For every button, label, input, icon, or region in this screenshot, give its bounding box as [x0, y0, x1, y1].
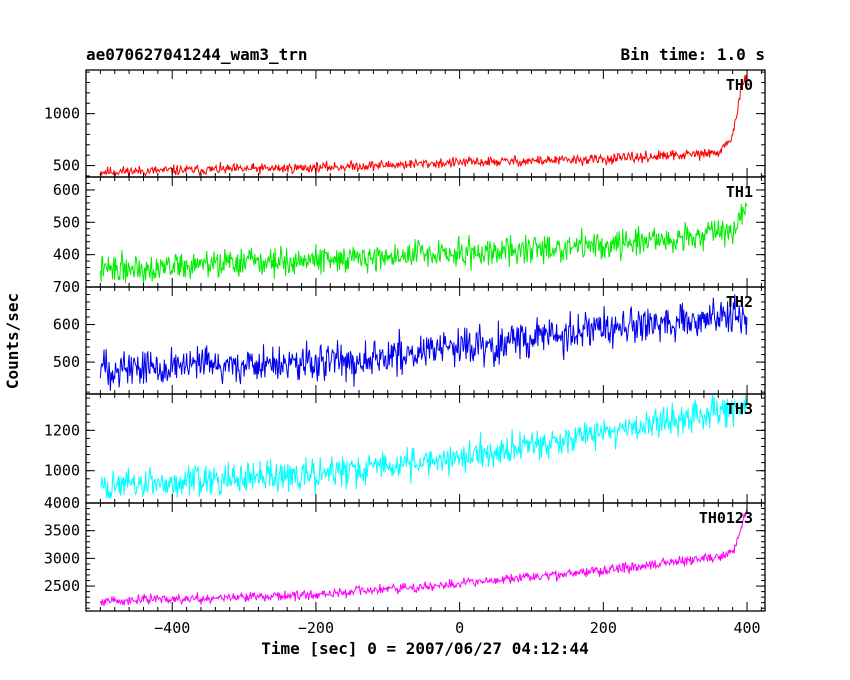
panels-group: 500 1000 TH0 400 500 600 TH1 500 600 700 TH2 1000 12…	[44, 69, 766, 637]
y-tick-label: 600	[53, 181, 80, 199]
series-line-th1	[99, 202, 748, 284]
panel-frame	[85, 286, 766, 395]
panel-th0123: 2500 3000 3500 4000 TH0123	[44, 494, 766, 612]
series-line-th0	[99, 74, 748, 177]
panel-label: TH3	[726, 400, 753, 418]
y-tick-label: 500	[53, 157, 80, 175]
y-tick-label: 700	[53, 278, 80, 296]
x-tick-label: 400	[733, 619, 760, 637]
series-line-th0123	[99, 507, 748, 607]
y-tick-label: 4000	[44, 494, 80, 512]
y-tick-label: 1000	[44, 462, 80, 480]
y-tick-label: 1200	[44, 421, 80, 439]
y-tick-label: 2500	[44, 577, 80, 595]
panel-frame	[85, 502, 766, 612]
chart-title: ae070627041244_wam3_trn	[86, 45, 308, 64]
y-tick-label: 400	[53, 246, 80, 264]
y-axis-label: Counts/sec	[3, 293, 22, 389]
panel-th0: 500 1000 TH0	[44, 69, 766, 178]
x-tick-label: −400	[154, 619, 190, 637]
y-tick-label: 600	[53, 316, 80, 334]
x-tick-label: 200	[590, 619, 617, 637]
x-tick-label: −200	[298, 619, 334, 637]
panel-frame	[85, 176, 766, 288]
panel-label: TH1	[726, 183, 753, 201]
y-tick-label: 3500	[44, 522, 80, 540]
x-axis-label: Time [sec] 0 = 2007/06/27 04:12:44	[261, 639, 589, 658]
y-tick-label: 1000	[44, 105, 80, 123]
panel-th1: 400 500 600 TH1	[53, 176, 766, 288]
panel-th3: 1000 1200 TH3	[44, 393, 766, 504]
panel-th2: 500 600 700 TH2	[53, 278, 766, 395]
y-tick-label: 500	[53, 213, 80, 231]
series-line-th2	[99, 294, 748, 391]
panel-label: TH0	[726, 76, 753, 94]
panel-label: TH0123	[699, 509, 753, 527]
y-tick-label: 3000	[44, 549, 80, 567]
y-tick-label: 500	[53, 353, 80, 371]
bin-time-label: Bin time: 1.0 s	[621, 45, 766, 64]
panel-label: TH2	[726, 293, 753, 311]
x-tick-label: 0	[455, 619, 464, 637]
series-line-th3	[100, 395, 748, 499]
